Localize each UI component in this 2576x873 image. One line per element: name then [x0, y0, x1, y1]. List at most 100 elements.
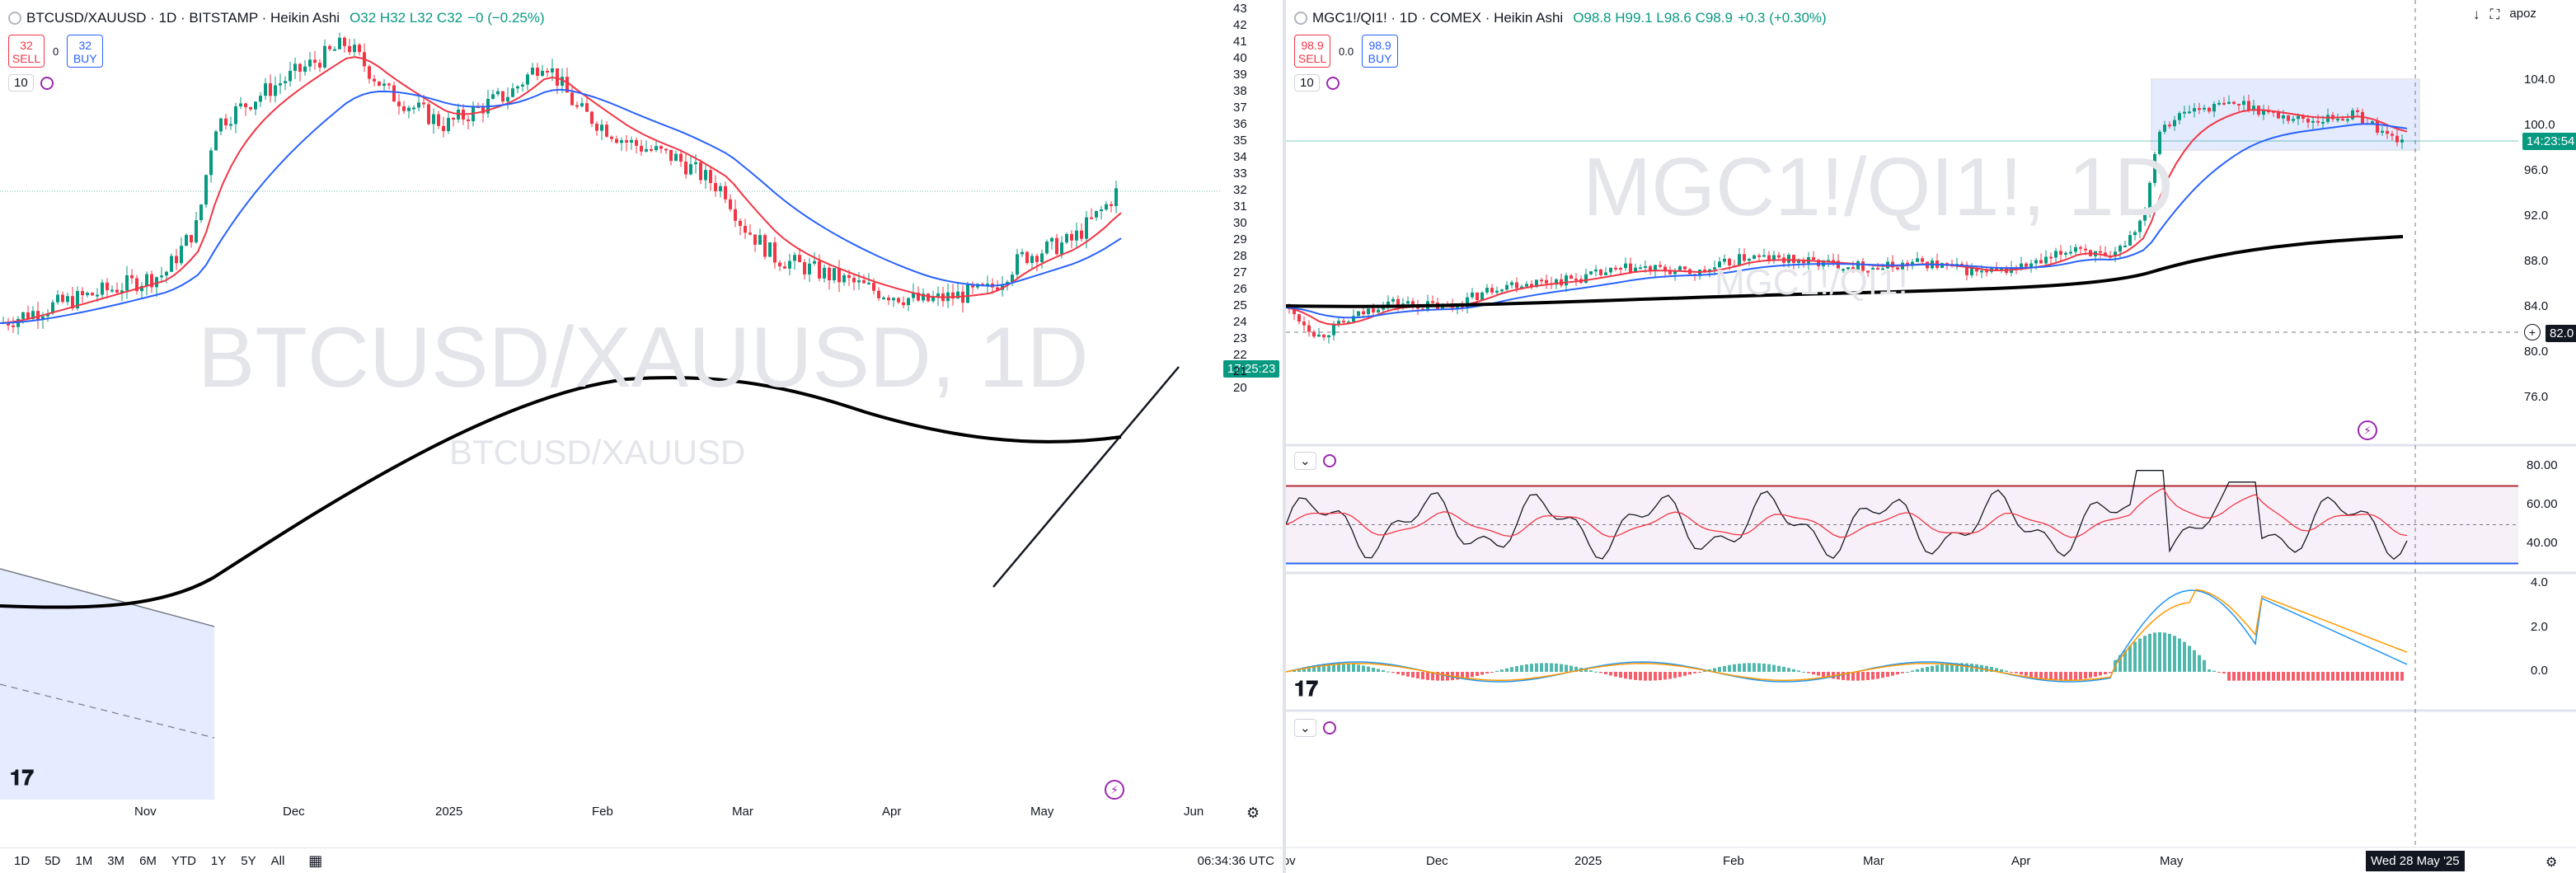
- macd-histogram-bar: [1846, 672, 1850, 681]
- macd-histogram-bar: [1619, 672, 1622, 678]
- candle-body: [803, 262, 806, 275]
- price-axis-label: 29: [1233, 232, 1247, 246]
- candle-body: [239, 103, 242, 106]
- macd-histogram-bar: [1906, 671, 1909, 673]
- candle-body: [284, 81, 287, 83]
- range-button[interactable]: 5D: [45, 853, 61, 868]
- right-lightning-icon[interactable]: ⚡: [2358, 420, 2377, 440]
- candle-body: [318, 63, 321, 68]
- rsi-pane-toggle[interactable]: ⌄: [1294, 452, 1336, 470]
- candle-body: [1604, 272, 1607, 275]
- extra-pane-toggle[interactable]: ⌄: [1294, 719, 1336, 737]
- price-axis-label: 80.0: [2524, 345, 2549, 359]
- arrow-down-icon[interactable]: ↓: [2473, 7, 2480, 22]
- macd-histogram-bar: [1936, 664, 1939, 672]
- candle-body: [368, 66, 371, 79]
- calendar-icon[interactable]: ▦: [308, 852, 323, 869]
- macd-histogram-bar: [2104, 672, 2107, 674]
- left-price-chart[interactable]: [0, 0, 1283, 848]
- candle-body: [1787, 255, 1790, 263]
- indicator-template-icon[interactable]: [1322, 721, 1336, 735]
- crosshair-plus-icon[interactable]: +: [2524, 324, 2541, 340]
- candle-body: [1070, 233, 1073, 241]
- indicator-count-chip[interactable]: 10: [1294, 74, 1320, 92]
- settings-gear-icon[interactable]: ⚙: [2546, 856, 2558, 870]
- macd-histogram-bar: [2272, 672, 2275, 681]
- candle-body: [481, 106, 485, 114]
- candle-body: [1772, 255, 1776, 260]
- range-button[interactable]: 1M: [75, 853, 93, 868]
- right-chart-pane[interactable]: MGC1!/QI1!, 1D MGC1!/QI1! MGC1!/QI1! · 1…: [1286, 0, 2576, 873]
- left-symbol-label[interactable]: BTCUSD/XAUUSD · 1D · BITSTAMP · Heikin A…: [26, 10, 340, 26]
- macd-histogram-bar: [2371, 672, 2374, 681]
- right-price-chart[interactable]: [1286, 0, 2576, 873]
- candle-body: [2173, 120, 2176, 127]
- macd-histogram-bar: [2133, 641, 2137, 672]
- range-button[interactable]: 6M: [139, 853, 157, 868]
- candle-body: [279, 82, 282, 86]
- settings-gear-icon[interactable]: ⚙: [1246, 805, 1260, 821]
- candle-body: [269, 83, 272, 96]
- range-button[interactable]: 3M: [107, 853, 125, 868]
- candle-body: [214, 131, 218, 151]
- candle-body: [1114, 188, 1118, 206]
- price-axis-label: 37: [1233, 101, 1247, 115]
- macd-histogram-bar: [1485, 672, 1489, 674]
- range-button[interactable]: 5Y: [241, 853, 256, 868]
- maximize-icon[interactable]: ⛶: [2489, 7, 2500, 22]
- time-axis-label: Dec: [1426, 854, 1448, 868]
- right-symbol-label[interactable]: MGC1!/QI1! · 1D · COMEX · Heikin Ashi: [1312, 10, 1564, 26]
- candle-body: [140, 285, 143, 292]
- left-chart-pane[interactable]: BTCUSD/XAUUSD, 1D BTCUSD/XAUUSD BTCUSD/X…: [0, 0, 1283, 873]
- candle-body: [1663, 266, 1667, 272]
- range-button[interactable]: YTD: [171, 853, 196, 868]
- right-buy-button[interactable]: 98.9 BUY: [1362, 35, 1399, 68]
- macd-histogram-bar: [2148, 633, 2151, 672]
- macd-histogram-bar: [1426, 672, 1429, 680]
- candle-body: [229, 124, 232, 126]
- candle-body: [2292, 119, 2295, 121]
- candle-body: [798, 255, 801, 263]
- left-sell-button[interactable]: 32 SELL: [8, 35, 45, 68]
- candle-body: [1485, 288, 1489, 293]
- left-indicators-toggle[interactable]: 10: [8, 74, 54, 92]
- candle-body: [81, 291, 84, 296]
- candle-body: [2326, 115, 2330, 122]
- range-button[interactable]: All: [270, 853, 285, 868]
- macd-histogram-bar: [1940, 664, 1944, 672]
- right-indicators-toggle[interactable]: 10: [1294, 74, 1340, 92]
- candle-body: [274, 85, 277, 96]
- candle-body: [882, 297, 885, 299]
- range-button[interactable]: 1D: [14, 853, 30, 868]
- macd-histogram-bar: [1931, 665, 1934, 672]
- left-lightning-icon[interactable]: ⚡: [1105, 780, 1124, 800]
- utc-clock[interactable]: 06:34:36 UTC: [1197, 853, 1274, 868]
- indicator-template-icon[interactable]: [1322, 454, 1336, 467]
- candle-body: [1555, 279, 1558, 285]
- macd-histogram-bar: [1456, 672, 1459, 680]
- candle-body: [565, 77, 569, 93]
- candle-body: [635, 139, 638, 146]
- macd-histogram-bar: [1609, 672, 1612, 676]
- right-sell-button[interactable]: 98.9 SELL: [1294, 35, 1330, 68]
- candle-body: [2287, 115, 2290, 121]
- left-buy-button[interactable]: 32 BUY: [67, 35, 104, 68]
- macd-histogram-bar: [1589, 670, 1593, 672]
- candle-body: [130, 275, 134, 279]
- range-button[interactable]: 1Y: [210, 853, 227, 868]
- candle-body: [793, 255, 796, 261]
- indicator-template-icon[interactable]: [1326, 76, 1340, 90]
- candle-body: [951, 292, 955, 299]
- macd-histogram-bar: [1377, 669, 1380, 672]
- indicator-count-chip[interactable]: 10: [8, 74, 34, 92]
- right-top-label[interactable]: apoz: [2509, 7, 2536, 21]
- indicator-template-icon[interactable]: [40, 76, 54, 90]
- candle-body: [674, 153, 678, 162]
- candle-body: [491, 94, 495, 99]
- macd-histogram-bar: [2381, 672, 2384, 681]
- pane-divider[interactable]: [1283, 0, 1286, 873]
- chevron-down-icon[interactable]: ⌄: [1294, 719, 1316, 737]
- chevron-down-icon[interactable]: ⌄: [1294, 452, 1316, 470]
- macd-histogram-bar: [1797, 670, 1800, 672]
- macd-histogram-bar: [2153, 632, 2156, 672]
